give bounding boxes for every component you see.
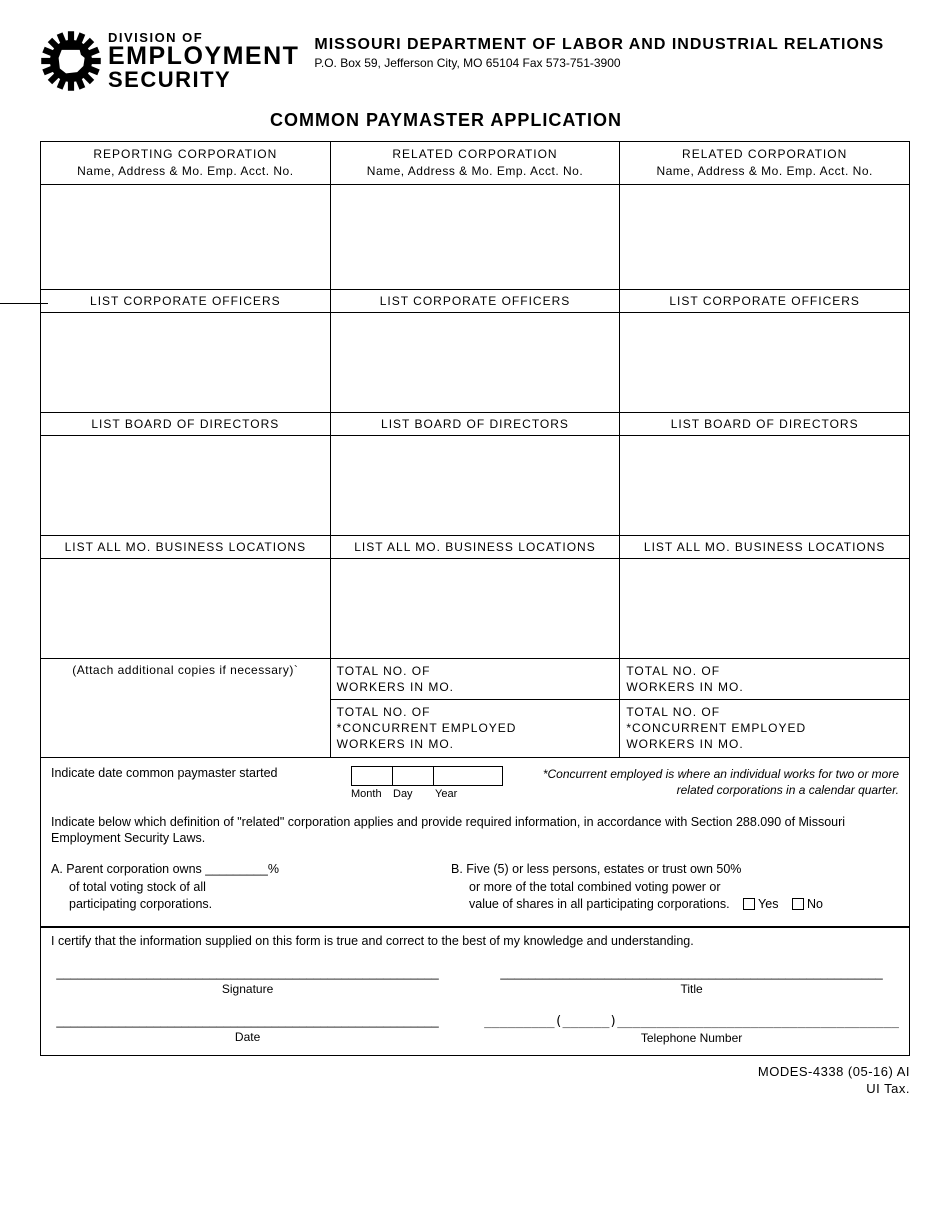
header-main: MISSOURI DEPARTMENT OF LABOR AND INDUSTR…	[314, 30, 910, 70]
input-officers-1[interactable]	[41, 312, 331, 412]
telephone-field[interactable]: _________(______)_______________________…	[484, 1014, 899, 1045]
input-directors-1[interactable]	[41, 435, 331, 535]
concurrent-footnote: *Concurrent employed is where an individ…	[525, 766, 899, 798]
label-yes: Yes	[758, 897, 778, 911]
label-locations-3: LIST ALL MO. BUSINESS LOCATIONS	[620, 535, 910, 558]
margin-tick	[0, 303, 48, 304]
input-officers-3[interactable]	[620, 312, 910, 412]
input-officers-2[interactable]	[330, 312, 620, 412]
title-field[interactable]: ________________________________________…	[484, 966, 899, 996]
logo-text: DIVISION OF EMPLOYMENT SECURITY	[108, 31, 299, 91]
department-address: P.O. Box 59, Jefferson City, MO 65104 Fa…	[314, 56, 910, 70]
definition-instruction: Indicate below which definition of "rela…	[51, 814, 899, 848]
input-related-corp-1[interactable]	[330, 184, 620, 289]
checkbox-no[interactable]	[792, 898, 804, 910]
col-header-related-2: RELATED CORPORATION Name, Address & Mo. …	[620, 142, 910, 185]
date-field[interactable]: ________________________________________…	[51, 1014, 444, 1045]
logo-line-2: EMPLOYMENT	[108, 44, 299, 69]
label-officers-2: LIST CORPORATE OFFICERS	[330, 289, 620, 312]
certification-section: I certify that the information supplied …	[40, 927, 910, 1056]
option-a: A. Parent corporation owns _________% of…	[51, 861, 411, 914]
label-year: Year	[435, 788, 505, 800]
label-locations-2: LIST ALL MO. BUSINESS LOCATIONS	[330, 535, 620, 558]
certification-text: I certify that the information supplied …	[51, 934, 899, 948]
header: DIVISION OF EMPLOYMENT SECURITY MISSOURI…	[40, 30, 910, 92]
col-header-reporting: REPORTING CORPORATION Name, Address & Mo…	[41, 142, 331, 185]
department-title: MISSOURI DEPARTMENT OF LABOR AND INDUSTR…	[314, 36, 910, 54]
label-directors-3: LIST BOARD OF DIRECTORS	[620, 412, 910, 435]
definitions-section: Indicate date common paymaster started M…	[40, 758, 910, 927]
gear-state-icon	[40, 30, 102, 92]
total-concurrent-1[interactable]: TOTAL NO. OF *CONCURRENT EMPLOYED WORKER…	[330, 699, 620, 757]
date-month-input[interactable]	[351, 766, 393, 786]
input-related-corp-2[interactable]	[620, 184, 910, 289]
option-b: B. Five (5) or less persons, estates or …	[451, 861, 899, 914]
logo-line-3: SECURITY	[108, 69, 299, 91]
input-directors-2[interactable]	[330, 435, 620, 535]
input-reporting-corp[interactable]	[41, 184, 331, 289]
checkbox-yes[interactable]	[743, 898, 755, 910]
input-directors-3[interactable]	[620, 435, 910, 535]
signature-field[interactable]: ________________________________________…	[51, 966, 444, 996]
label-directors-1: LIST BOARD OF DIRECTORS	[41, 412, 331, 435]
corporation-table: REPORTING CORPORATION Name, Address & Mo…	[40, 141, 910, 758]
form-title: COMMON PAYMASTER APPLICATION	[270, 110, 910, 131]
total-workers-1[interactable]: TOTAL NO. OF WORKERS IN MO.	[330, 658, 620, 699]
label-directors-2: LIST BOARD OF DIRECTORS	[330, 412, 620, 435]
date-started-input: Month Day Year	[351, 766, 505, 800]
label-no: No	[807, 897, 823, 911]
date-started-label: Indicate date common paymaster started	[51, 766, 331, 780]
label-officers-1: LIST CORPORATE OFFICERS	[41, 289, 331, 312]
input-locations-1[interactable]	[41, 558, 331, 658]
input-locations-3[interactable]	[620, 558, 910, 658]
logo-block: DIVISION OF EMPLOYMENT SECURITY	[40, 30, 299, 92]
attach-note: (Attach additional copies if necessary)`	[41, 658, 331, 757]
total-workers-2[interactable]: TOTAL NO. OF WORKERS IN MO.	[620, 658, 910, 699]
label-month: Month	[351, 788, 393, 800]
date-year-input[interactable]	[433, 766, 503, 786]
input-locations-2[interactable]	[330, 558, 620, 658]
form-id: MODES-4338 (05-16) AI UI Tax.	[40, 1064, 910, 1098]
date-day-input[interactable]	[392, 766, 434, 786]
label-day: Day	[393, 788, 435, 800]
total-concurrent-2[interactable]: TOTAL NO. OF *CONCURRENT EMPLOYED WORKER…	[620, 699, 910, 757]
label-officers-3: LIST CORPORATE OFFICERS	[620, 289, 910, 312]
col-header-related-1: RELATED CORPORATION Name, Address & Mo. …	[330, 142, 620, 185]
label-locations-1: LIST ALL MO. BUSINESS LOCATIONS	[41, 535, 331, 558]
